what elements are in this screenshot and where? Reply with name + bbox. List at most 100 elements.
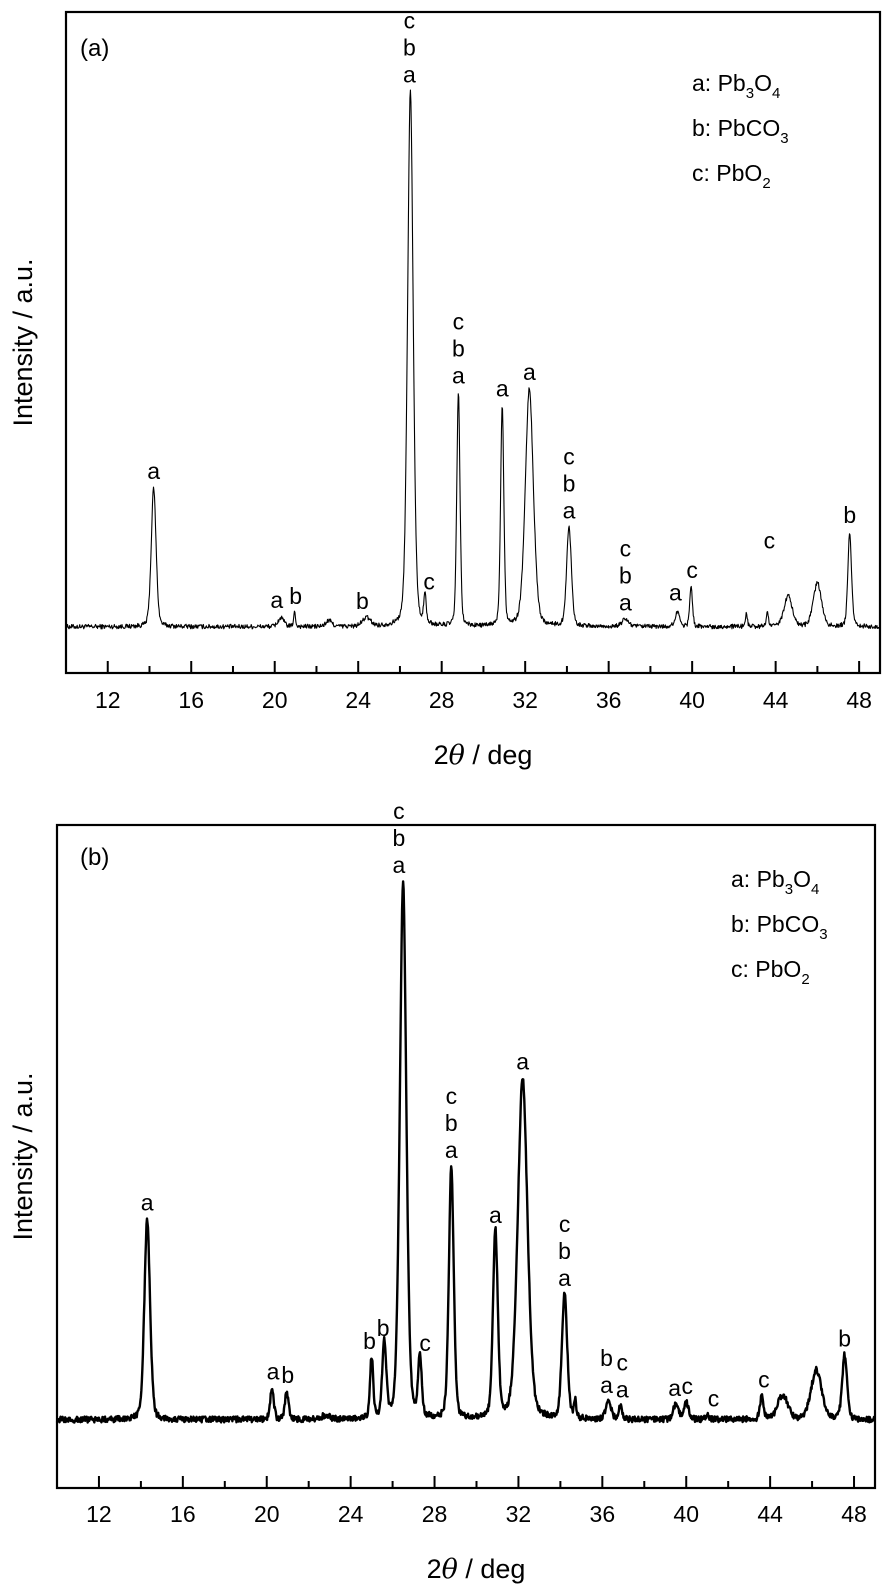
formula-subscript: 4 bbox=[772, 85, 780, 102]
peak-label-a: a bbox=[600, 1372, 613, 1398]
xrd-pattern-line bbox=[55, 880, 876, 1424]
xrd-pattern-series bbox=[55, 880, 876, 1424]
peak-label-a: a bbox=[619, 589, 632, 615]
peak-label-c: c bbox=[758, 1367, 770, 1393]
peak-label-c: c bbox=[686, 557, 698, 583]
xrd-pattern-line bbox=[65, 89, 881, 630]
peak-label-b: b bbox=[363, 1328, 376, 1354]
x-tick-label: 48 bbox=[846, 687, 872, 713]
x-ticks: 12 16 20 24 28 32 36 40 44 48 bbox=[86, 1476, 867, 1527]
legend-key: a bbox=[731, 866, 744, 892]
peak-label-a: a bbox=[496, 375, 509, 401]
peak-label-a: a bbox=[668, 1375, 681, 1401]
x-tick-label: 32 bbox=[506, 1501, 532, 1527]
peak-label-c: c bbox=[764, 527, 776, 553]
x-tick-label: 28 bbox=[429, 687, 455, 713]
peak-label-b: b bbox=[452, 336, 465, 362]
panel-b: (b) Intensity / a.u. 2θ / deg 12 16 20 24 28… bbox=[8, 798, 877, 1585]
peak-label-c: c bbox=[617, 1349, 629, 1375]
peak-label-b: b bbox=[281, 1362, 294, 1388]
x-tick-label: 16 bbox=[170, 1501, 196, 1527]
peak-label-a: a bbox=[270, 587, 283, 613]
x-tick-label: 40 bbox=[679, 687, 705, 713]
x-axis-title-prefix: 2 bbox=[427, 1554, 442, 1584]
plot-frame bbox=[64, 10, 882, 675]
formula-text: PbO bbox=[755, 956, 801, 982]
peak-label-c: c bbox=[393, 798, 405, 824]
x-axis-title-unit: / deg bbox=[458, 1554, 526, 1584]
peak-label-b: b bbox=[377, 1315, 390, 1341]
peak-label-b: b bbox=[289, 583, 302, 609]
formula-text: PbCO bbox=[757, 911, 820, 937]
formula-subscript: 3 bbox=[819, 926, 827, 943]
legend-key: a bbox=[692, 70, 705, 96]
x-tick-label: 12 bbox=[86, 1501, 112, 1527]
x-tick-label: 20 bbox=[262, 687, 288, 713]
peak-label-a: a bbox=[558, 1265, 571, 1291]
x-tick-label: 40 bbox=[673, 1501, 699, 1527]
legend-separator: : bbox=[744, 866, 757, 892]
legend-separator: : bbox=[705, 70, 718, 96]
x-tick-label: 44 bbox=[757, 1501, 783, 1527]
legend-entry-b: b: PbCO3 bbox=[692, 115, 789, 147]
peak-label-c: c bbox=[563, 444, 575, 470]
x-axis-title-unit: / deg bbox=[465, 740, 533, 770]
legend-key: b bbox=[692, 115, 705, 141]
x-tick-label: 48 bbox=[841, 1501, 867, 1527]
x-tick-label: 12 bbox=[95, 687, 121, 713]
peak-label-a: a bbox=[445, 1137, 458, 1163]
plot-frame bbox=[55, 823, 877, 1490]
peak-label-a: a bbox=[141, 1189, 154, 1215]
peak-label-c: c bbox=[404, 7, 416, 33]
formula-text: PbO bbox=[716, 160, 762, 186]
peak-label-b: b bbox=[445, 1110, 458, 1136]
x-axis-title-theta: θ bbox=[449, 740, 465, 771]
x-tick-label: 16 bbox=[178, 687, 204, 713]
peak-label-c: c bbox=[682, 1373, 694, 1399]
legend-entry-c: c: PbO2 bbox=[692, 160, 771, 192]
peak-label-a: a bbox=[452, 363, 465, 389]
formula-subscript: 3 bbox=[780, 130, 788, 147]
formula-text: O bbox=[754, 70, 772, 96]
x-axis-title: 2θ / deg bbox=[434, 740, 533, 771]
formula-subscript: 2 bbox=[801, 971, 809, 988]
legend-separator: : bbox=[705, 115, 718, 141]
peak-label-c: c bbox=[446, 1083, 458, 1109]
peak-label-c: c bbox=[559, 1211, 571, 1237]
x-tick-label: 44 bbox=[763, 687, 789, 713]
peak-label-a: a bbox=[267, 1359, 280, 1385]
peak-label-b: b bbox=[558, 1238, 571, 1264]
panel-label: (a) bbox=[80, 35, 109, 62]
formula-text: Pb bbox=[757, 866, 785, 892]
peak-label-b: b bbox=[356, 588, 369, 614]
formula-text: PbCO bbox=[718, 115, 781, 141]
formula-subscript: 3 bbox=[785, 881, 793, 898]
peak-label-c: c bbox=[423, 568, 435, 594]
peak-label-a: a bbox=[392, 852, 405, 878]
panel-a: (a) Intensity / a.u. 2θ / deg 12 16 20 24 28… bbox=[8, 7, 882, 771]
legend-key: b bbox=[731, 911, 744, 937]
formula-text: O bbox=[793, 866, 811, 892]
legend-entry-b: b: PbCO3 bbox=[731, 911, 828, 943]
peak-label-b: b bbox=[600, 1345, 613, 1371]
peak-label-c: c bbox=[708, 1386, 720, 1412]
legend-entry-a: a: Pb3O4 bbox=[731, 866, 819, 898]
legend-entry-a: a: Pb3O4 bbox=[692, 70, 780, 102]
peak-label-a: a bbox=[669, 580, 682, 606]
legend-separator: : bbox=[744, 911, 757, 937]
x-tick-label: 32 bbox=[512, 687, 538, 713]
peak-label-b: b bbox=[563, 471, 576, 497]
peak-label-b: b bbox=[619, 562, 632, 588]
legend-entry-c: c: PbO2 bbox=[731, 956, 810, 988]
x-tick-label: 20 bbox=[254, 1501, 280, 1527]
formula-subscript: 4 bbox=[811, 881, 819, 898]
x-ticks: 12 16 20 24 28 32 36 40 44 48 bbox=[95, 661, 872, 713]
panel-label: (b) bbox=[80, 844, 109, 871]
formula-subscript: 3 bbox=[746, 85, 754, 102]
peak-label-a: a bbox=[523, 359, 536, 385]
formula-text: Pb bbox=[718, 70, 746, 96]
